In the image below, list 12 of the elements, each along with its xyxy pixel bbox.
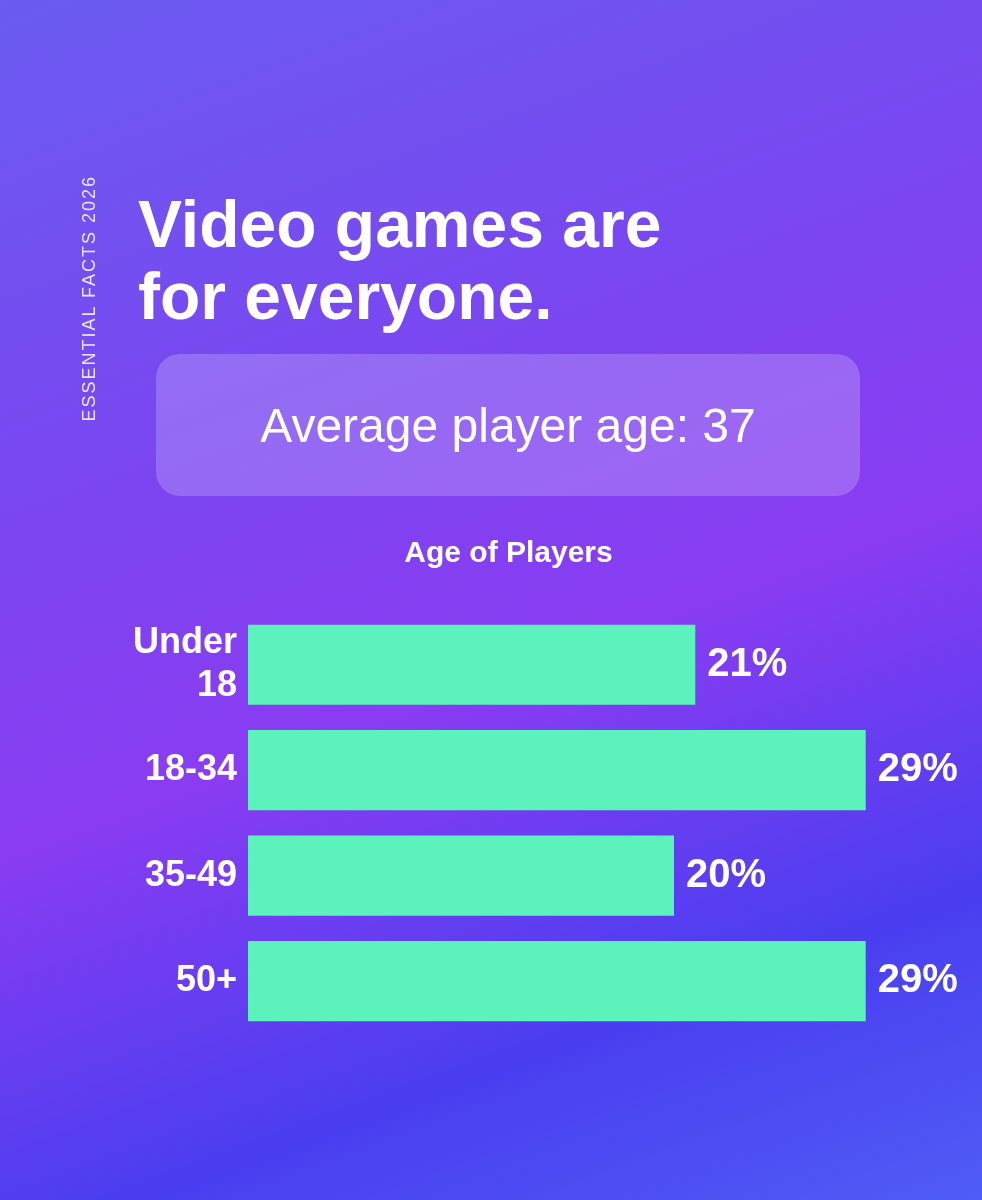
y-tick-label: 50+: [175, 958, 238, 999]
chart-title: Video games are for everyone.: [138, 187, 663, 333]
text: Age of Players: [404, 535, 613, 569]
data-label: 29%: [877, 956, 958, 1001]
y-tick-label: Under 18: [132, 620, 238, 705]
chart-subtitle: Average player age: 37: [156, 354, 860, 496]
data-label: 29%: [877, 745, 958, 790]
data-label: 20%: [686, 850, 767, 895]
y-tick-label: 35-49: [144, 852, 238, 894]
y-tick-label: 18-34: [144, 747, 238, 789]
text: ESSENTIAL FACTS 2026: [79, 175, 100, 422]
data-label: 21%: [707, 639, 788, 684]
